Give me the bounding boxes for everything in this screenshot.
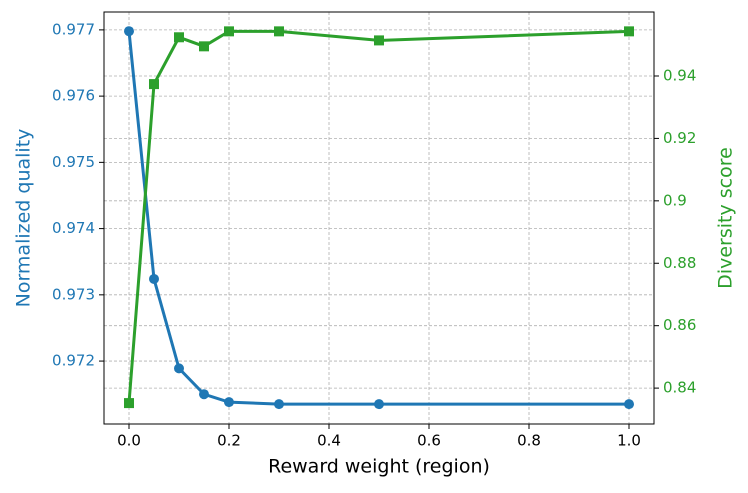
- y2-tick-label: 0.94: [663, 66, 696, 84]
- y2-axis-label: Diversity score: [715, 147, 737, 289]
- y-tick-label: 0.977: [52, 20, 95, 38]
- point-marker: [624, 399, 634, 410]
- point-marker: [224, 26, 234, 37]
- y-axis-label: Normalized quality: [13, 129, 35, 308]
- x-tick-label: 0.6: [417, 432, 441, 450]
- series-line: [127, 31, 629, 406]
- y2-tick-label: 0.84: [663, 379, 696, 397]
- point-marker: [174, 32, 184, 43]
- y-tick-label: 0.972: [52, 352, 95, 370]
- x-tick-label: 0.8: [517, 432, 541, 450]
- point-marker: [199, 41, 209, 52]
- point-marker: [124, 398, 134, 409]
- point-marker: [199, 389, 209, 400]
- point-marker: [274, 26, 284, 37]
- y2-tick-label: 0.92: [663, 129, 696, 147]
- plot-frame: [103, 11, 655, 425]
- point-marker: [149, 79, 159, 90]
- point-marker: [124, 26, 134, 37]
- point-marker: [174, 363, 184, 374]
- x-tick-label: 0.4: [317, 432, 341, 450]
- x-tick-label: 0.2: [217, 432, 241, 450]
- y2-tick-label: 0.9: [663, 191, 687, 209]
- point-marker: [624, 26, 634, 37]
- y-tick-label: 0.975: [52, 153, 95, 171]
- y-tick-label: 0.974: [52, 219, 95, 237]
- point-marker: [374, 399, 384, 410]
- point-marker: [224, 397, 234, 408]
- y-tick-label: 0.973: [52, 285, 95, 303]
- x-axis-label: Reward weight (region): [268, 456, 490, 478]
- x-tick-label: 0.0: [117, 432, 141, 450]
- y2-tick-label: 0.86: [663, 316, 696, 334]
- point-marker: [374, 35, 384, 46]
- y-tick-label: 0.976: [52, 87, 95, 105]
- point-marker: [274, 399, 284, 410]
- series-line: [127, 29, 630, 404]
- point-marker: [149, 273, 159, 284]
- y2-tick-label: 0.88: [663, 254, 696, 272]
- x-tick-label: 1.0: [617, 432, 641, 450]
